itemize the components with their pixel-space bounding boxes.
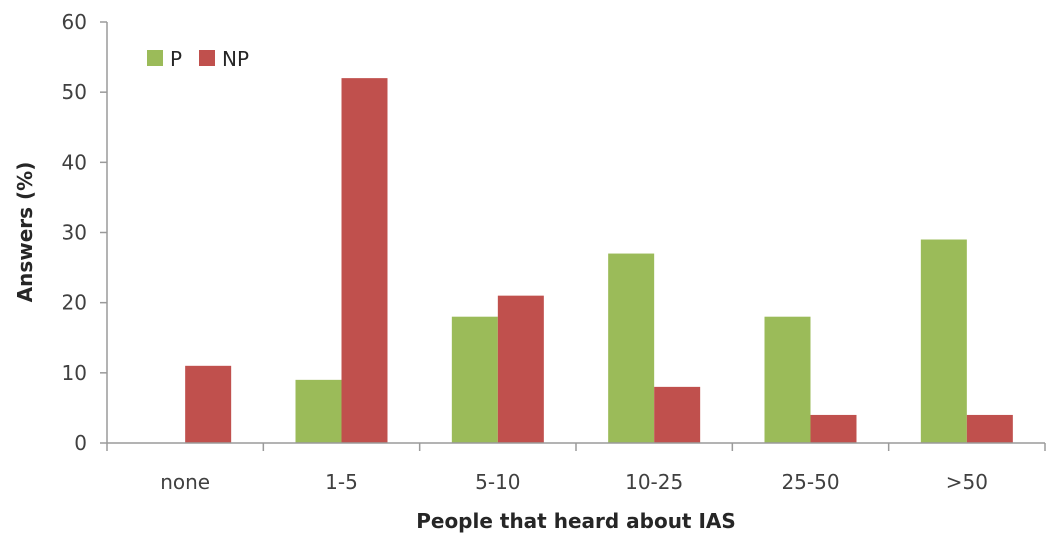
bar-p-2 (451, 316, 498, 443)
y-tick-label: 20 (62, 291, 87, 315)
bar-np-5 (966, 414, 1013, 443)
y-tick-label: 60 (62, 10, 87, 34)
bar-p-5 (920, 239, 967, 443)
y-tick-label: 10 (62, 361, 87, 385)
legend-swatch-p (147, 50, 163, 66)
y-axis-ticks: 0 10 20 30 40 50 60 (62, 10, 107, 455)
bar-p-4 (764, 316, 811, 443)
bar-np-0 (185, 365, 232, 443)
bar-np-1 (341, 78, 388, 443)
bar-p-1 (295, 379, 342, 443)
y-tick-label: 40 (62, 150, 87, 174)
x-tick-label: 1-5 (325, 470, 358, 494)
legend: P NP (147, 47, 249, 71)
bar-np-4 (810, 414, 857, 443)
bar-np-2 (497, 295, 544, 443)
x-axis-ticks: none 1-5 5-10 10-25 25-50 >50 (106, 443, 1046, 494)
x-tick-label: 5-10 (475, 470, 520, 494)
bars (185, 78, 1013, 443)
x-tick-label: 10-25 (625, 470, 683, 494)
x-tick-label: >50 (946, 470, 988, 494)
x-tick-label: 25-50 (781, 470, 839, 494)
y-tick-label: 30 (62, 221, 87, 245)
legend-label-np: NP (222, 47, 249, 71)
y-tick-label: 50 (62, 80, 87, 104)
bar-np-3 (654, 386, 701, 443)
legend-swatch-np (199, 50, 215, 66)
legend-label-p: P (170, 47, 182, 71)
x-tick-label: none (160, 470, 210, 494)
x-axis-title: People that heard about IAS (416, 509, 736, 533)
y-axis-title: Answers (%) (13, 162, 37, 303)
bar-p-3 (608, 253, 655, 443)
y-tick-label: 0 (74, 431, 87, 455)
